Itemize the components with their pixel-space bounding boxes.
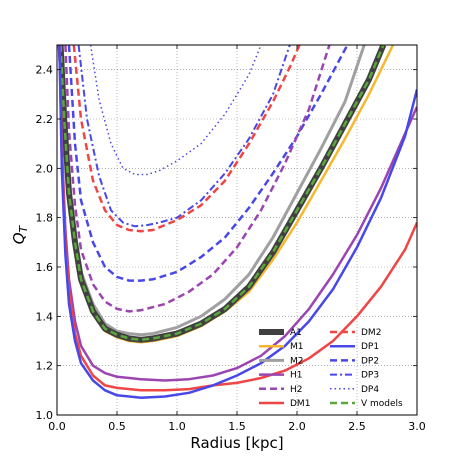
x-tick-label: 3.0: [408, 420, 426, 433]
legend-label: H2: [290, 385, 303, 395]
series-line-h2: [64, 45, 331, 313]
legend-label: DM2: [361, 328, 381, 338]
series-line-h1: [58, 45, 417, 382]
x-axis-label: Radius [kpc]: [190, 434, 283, 452]
legend-label: DM1: [290, 399, 310, 409]
x-tick-label: 1.0: [168, 420, 186, 433]
series-line-v-models: [59, 45, 385, 342]
legend-label: M1: [290, 342, 304, 352]
series-line-dp2: [67, 45, 349, 282]
ticks: 0.0 0.5 1.0 1.5 2.0 2.5 3.0 1.0 1.2 1.4 1.6 1.8 2.0 2…: [36, 45, 426, 433]
x-tick-label: 2.5: [348, 420, 366, 433]
x-tick-label: 1.5: [228, 420, 246, 433]
y-axis-label: QT: [10, 224, 30, 244]
legend-label: DP4: [361, 385, 379, 395]
y-tick-label: 1.8: [36, 212, 54, 225]
legend-label: DP2: [361, 356, 379, 366]
x-tick-label: 0.0: [48, 420, 66, 433]
legend-label: DP1: [361, 342, 379, 352]
y-tick-label: 1.2: [36, 360, 54, 373]
legend-label: DP3: [361, 371, 379, 381]
series-line-dm2: [72, 45, 301, 233]
legend-label: H1: [290, 371, 303, 381]
legend-label: M2: [290, 356, 304, 366]
y-tick-label: 2.0: [36, 162, 54, 175]
series-line-dp3: [77, 45, 291, 228]
x-tick-label: 0.5: [108, 420, 126, 433]
y-tick-label: 2.2: [36, 113, 54, 126]
series-line-dp1: [58, 45, 417, 399]
series-layer: [57, 45, 417, 399]
legend-label: A1: [290, 328, 302, 338]
legend: A1 M1 M2 H1 H2 DM1 DM2 DP1 DP2 DP3 DP4 V models: [259, 328, 403, 409]
series-line-dm1: [58, 45, 417, 392]
y-tick-label: 2.4: [36, 64, 54, 77]
y-tick-label: 1.4: [36, 310, 54, 323]
series-line-dp4: [89, 45, 262, 176]
legend-label: V models: [361, 399, 403, 409]
y-tick-label: 1.0: [36, 409, 54, 422]
x-tick-label: 2.0: [288, 420, 306, 433]
y-tick-label: 1.6: [36, 261, 54, 274]
